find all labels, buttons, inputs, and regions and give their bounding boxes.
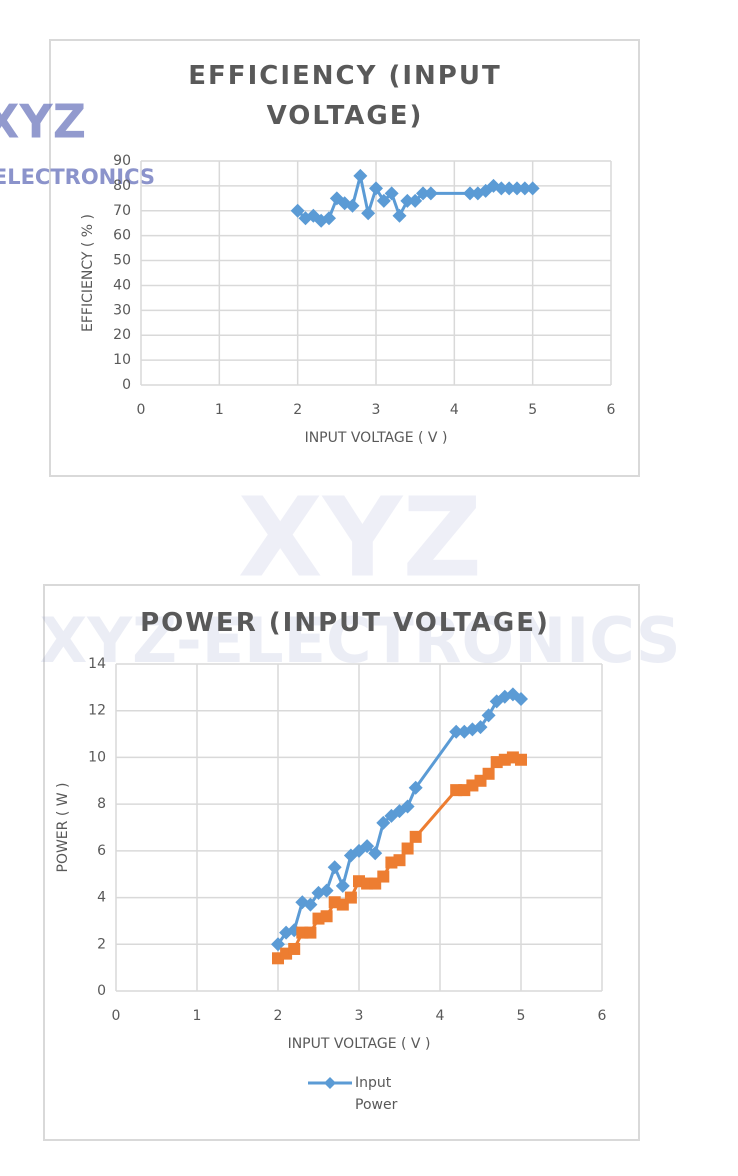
marker (400, 799, 415, 814)
marker (517, 181, 532, 196)
marker (423, 186, 438, 201)
y-tick-label: 4 (97, 890, 106, 906)
x-axis-label: INPUT VOLTAGE ( V ) (305, 430, 448, 446)
marker (416, 186, 430, 201)
marker (473, 720, 488, 735)
x-tick-label: 1 (215, 402, 224, 418)
y-tick-label: 12 (88, 703, 106, 719)
y-tick-label: 2 (97, 936, 106, 952)
marker (409, 830, 422, 843)
marker (408, 780, 423, 795)
y-tick-label: 90 (113, 153, 131, 169)
legend-marker (324, 1077, 336, 1089)
watermark: XYZ-ELECTRONICS (39, 604, 680, 677)
chart-title: EFFICIENCY (INPUT VOLTAGE) (188, 61, 502, 131)
y-tick-label: 70 (113, 203, 131, 219)
marker (327, 860, 342, 875)
y-tick-label: 8 (97, 796, 106, 812)
y-tick-label: 10 (88, 749, 106, 765)
x-tick-label: 2 (293, 402, 302, 418)
marker (360, 839, 375, 854)
marker (400, 193, 415, 208)
y-tick-label: 50 (113, 253, 131, 269)
marker (482, 767, 495, 780)
marker (304, 926, 317, 939)
marker (322, 211, 336, 226)
y-tick-label: 30 (113, 302, 131, 318)
x-tick-label: 2 (274, 1008, 283, 1024)
legend-label: Input Power (355, 1075, 398, 1113)
marker (449, 724, 464, 739)
marker (525, 181, 540, 196)
marker (290, 203, 305, 218)
marker (335, 878, 350, 893)
marker (408, 193, 423, 208)
x-tick-label: 4 (450, 402, 459, 418)
y-tick-label: 40 (113, 277, 131, 293)
y-axis-label: EFFICIENCY ( % ) (80, 214, 96, 332)
marker (377, 870, 390, 883)
y-tick-label: 60 (113, 228, 131, 244)
marker (481, 708, 496, 723)
x-tick-label: 3 (372, 402, 381, 418)
marker (361, 206, 376, 221)
x-tick-label: 6 (607, 402, 616, 418)
marker (515, 753, 527, 766)
chart-title: POWER (INPUT VOLTAGE) (140, 608, 550, 638)
y-tick-label: 80 (113, 178, 131, 194)
x-tick-label: 1 (193, 1008, 202, 1024)
x-tick-label: 5 (517, 1008, 526, 1024)
marker (319, 883, 334, 898)
x-tick-label: 6 (598, 1008, 607, 1024)
chart-frame (49, 39, 640, 477)
marker (353, 168, 368, 183)
marker (369, 181, 383, 196)
watermark: XYZ-ELECTRONICS (0, 165, 155, 189)
x-tick-label: 0 (112, 1008, 121, 1024)
marker (320, 910, 333, 923)
marker (376, 193, 391, 208)
marker (392, 208, 407, 223)
x-tick-label: 3 (355, 1008, 364, 1024)
chart-frame (43, 584, 640, 1141)
x-tick-label: 4 (436, 1008, 445, 1024)
y-axis-label: POWER ( W ) (55, 783, 71, 873)
marker (514, 692, 528, 707)
marker (463, 186, 477, 201)
marker (401, 842, 414, 855)
y-tick-label: 0 (122, 377, 131, 393)
y-tick-label: 14 (88, 656, 106, 672)
marker (384, 186, 399, 201)
marker (344, 891, 357, 904)
x-axis-label: INPUT VOLTAGE ( V ) (288, 1036, 431, 1052)
x-tick-label: 5 (528, 402, 537, 418)
marker (288, 942, 301, 955)
x-tick-label: 0 (137, 402, 146, 418)
y-tick-label: 0 (97, 983, 106, 999)
y-tick-label: 6 (97, 843, 106, 859)
marker (494, 181, 509, 196)
y-tick-label: 10 (113, 352, 131, 368)
marker (376, 815, 391, 830)
y-tick-label: 20 (113, 327, 131, 343)
marker (345, 198, 360, 213)
marker (502, 181, 517, 196)
marker (303, 897, 318, 912)
watermark: XYZ (0, 95, 86, 149)
marker (510, 181, 524, 196)
marker (393, 854, 406, 867)
marker (368, 846, 383, 861)
watermark: XYZ (238, 473, 482, 601)
